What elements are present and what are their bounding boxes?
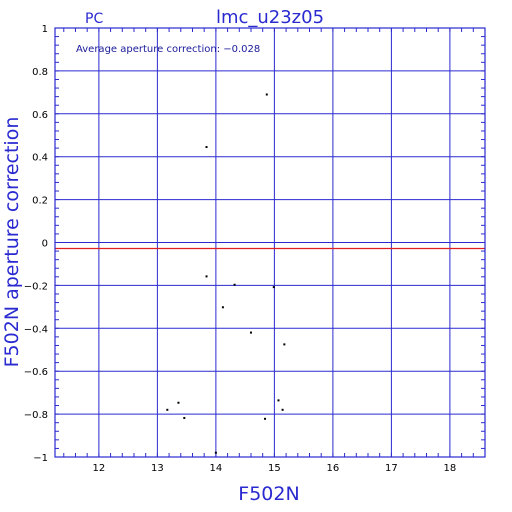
camera-tag: PC bbox=[85, 11, 103, 27]
data-point bbox=[214, 451, 217, 454]
x-tick-label: 17 bbox=[385, 463, 398, 474]
data-point bbox=[264, 417, 267, 420]
y-tick-label: −0.2 bbox=[24, 281, 48, 292]
data-point bbox=[233, 283, 236, 286]
y-tick-label: 0.6 bbox=[32, 110, 48, 121]
data-point bbox=[249, 331, 252, 334]
x-tick-label: 14 bbox=[210, 463, 223, 474]
y-tick-label: 0.4 bbox=[32, 153, 48, 164]
x-tick-label: 15 bbox=[268, 463, 281, 474]
y-tick-label: 1 bbox=[42, 24, 48, 35]
data-point bbox=[277, 399, 280, 402]
x-tick-label: 18 bbox=[444, 463, 457, 474]
plot-frame bbox=[54, 27, 486, 458]
chart-title: lmc_u23z05 bbox=[216, 7, 324, 28]
data-point bbox=[221, 306, 224, 309]
y-tick-label: −0.4 bbox=[24, 324, 48, 335]
x-tick-label: 12 bbox=[93, 463, 106, 474]
x-tick-labels: 12 13 14 15 16 17 18 bbox=[93, 463, 457, 474]
data-point bbox=[177, 401, 180, 404]
y-tick-label: 0 bbox=[42, 239, 48, 250]
data-point bbox=[265, 93, 268, 96]
data-point bbox=[183, 416, 186, 419]
x-axis-label: F502N bbox=[238, 483, 299, 505]
data-point bbox=[205, 146, 208, 149]
minor-ticks bbox=[55, 27, 486, 458]
y-axis-label: F502N aperture correction bbox=[1, 117, 23, 368]
y-tick-label: −0.6 bbox=[24, 367, 48, 378]
y-tick-label: −1 bbox=[33, 453, 48, 464]
x-tick-label: 13 bbox=[151, 463, 164, 474]
y-tick-label: −0.8 bbox=[24, 410, 48, 421]
y-tick-label: 0.8 bbox=[32, 67, 48, 78]
data-point bbox=[166, 408, 169, 411]
data-points bbox=[166, 93, 286, 454]
x-tick-label: 16 bbox=[327, 463, 340, 474]
data-point bbox=[205, 275, 208, 278]
average-annotation: Average aperture correction: −0.028 bbox=[76, 44, 260, 55]
y-tick-label: 0.2 bbox=[32, 196, 48, 207]
data-point bbox=[283, 343, 286, 346]
y-tick-labels: 1 0.8 0.6 0.4 0.2 0 −0.2 −0.4 −0.6 −0.8 −1 bbox=[24, 24, 48, 464]
data-point bbox=[272, 286, 275, 289]
data-point bbox=[281, 408, 284, 411]
grid bbox=[55, 27, 485, 458]
